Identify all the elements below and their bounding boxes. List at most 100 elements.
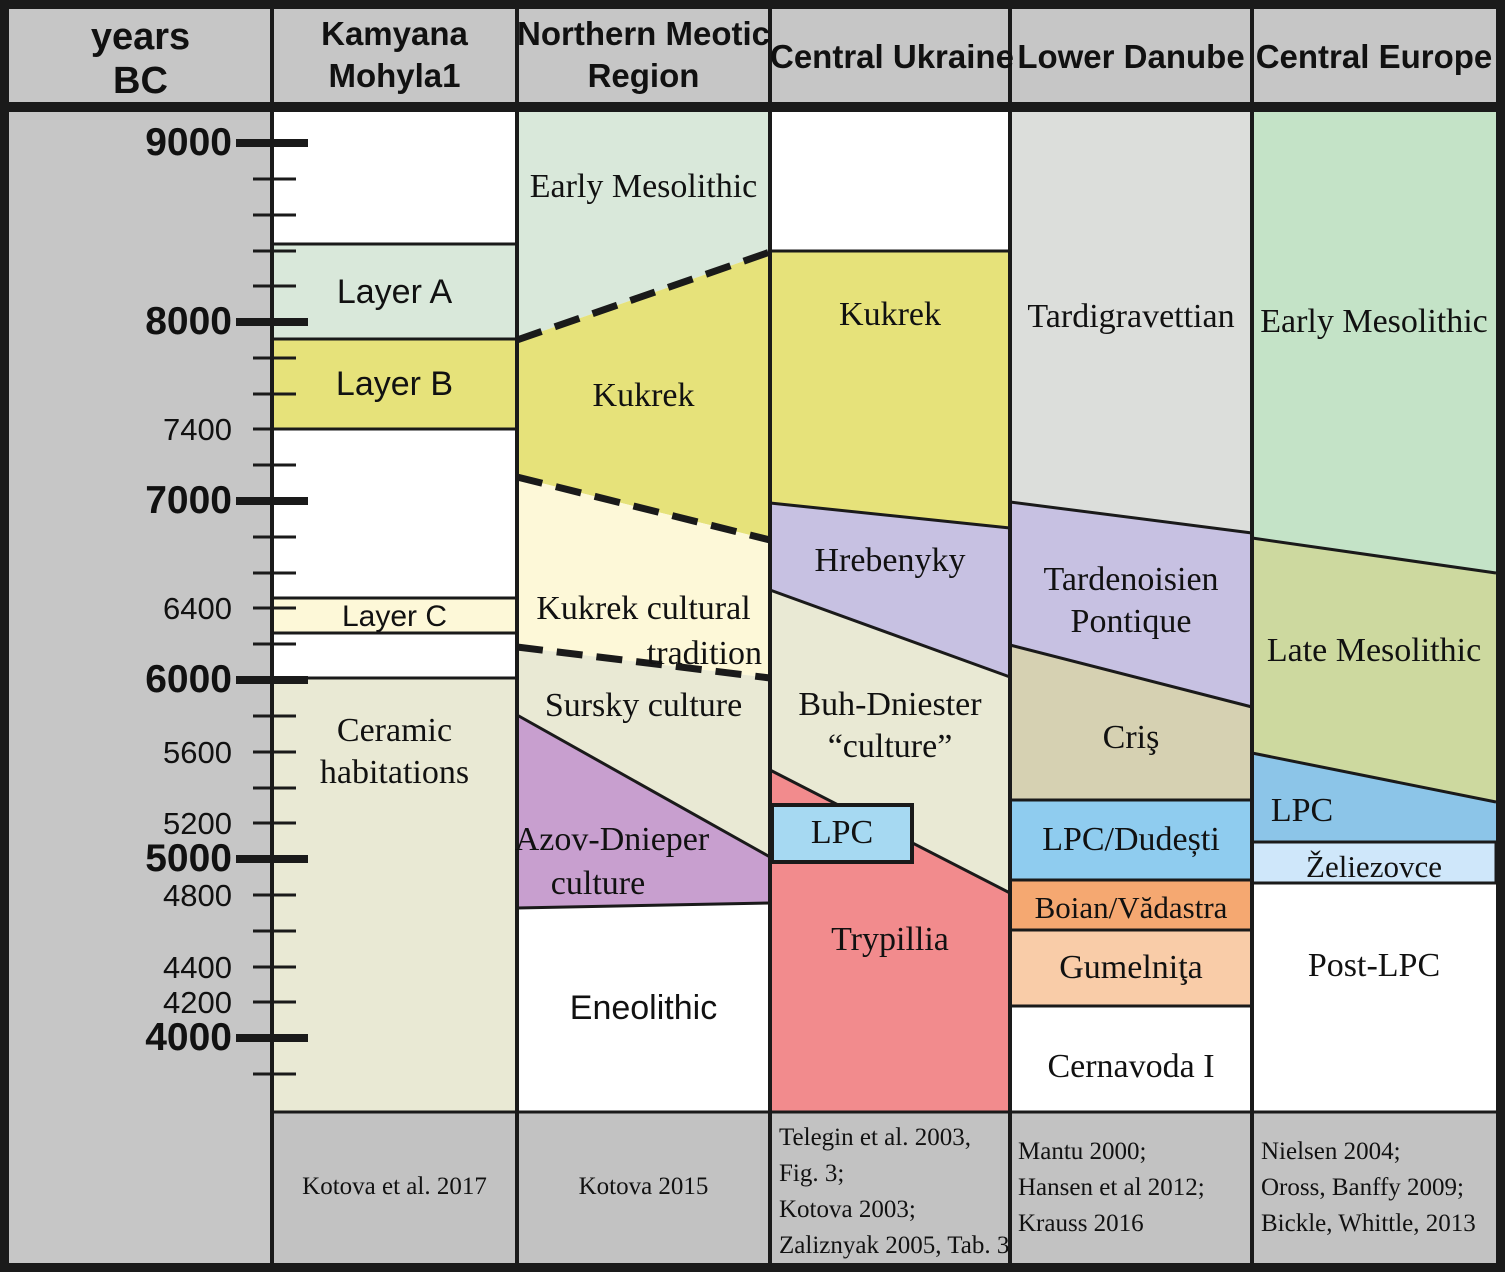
lower-danube-rects [1008,798,1254,1008]
tick-label-5000: 5000 [145,837,232,880]
block-layer-b-shape [270,337,519,431]
sursky-azov-boundary [516,713,771,859]
minor-ticks [253,177,296,1076]
header-kamyana-line2: Mohyla1 [328,57,461,94]
tick-label-4200: 4200 [163,985,232,1020]
tick-label-7400: 7400 [163,412,232,447]
block-layer-a-shape [270,242,519,341]
reference-row-background [272,1112,1496,1263]
azov-eneolithic-boundary [516,901,771,910]
kukrek-tradition-dashed-boundary [516,473,771,544]
block-tardigravettian-label: Tardigravettian [1027,298,1235,335]
northern-meotic-solid-lines [516,713,771,910]
central-ukraine-blocks [770,251,1010,1112]
block-kukrek-tradition-label-line1: Kukrek cultural [536,590,751,627]
axis-column-background [9,9,272,1263]
block-tardenoisien-label-line2: Pontique [1070,603,1192,640]
block-trypillia-label: Trypillia [831,921,949,958]
block-boian-label: Boian/Vădastra [1034,890,1228,925]
tick-label-4000: 4000 [145,1016,232,1059]
em-kukrek-dashed-boundary [515,248,772,344]
block-layer-a-label: Layer A [336,273,453,311]
central-europe-blocks [1252,112,1496,842]
hrebenyky-buh-boundary [769,588,1011,679]
block-cu-lpc-shape [770,803,914,864]
block-nm-kukrek-shape [517,252,770,540]
tardigravettian-tardenoisien-boundary [1009,500,1253,535]
dashed-boundaries [515,248,772,682]
axis-title-line1: years [90,16,191,58]
reference-lower-danube-line1: Mantu 2000; [1018,1138,1147,1165]
block-hrebenyky-shape [770,503,1010,677]
block-nm-early-mesolithic-shape [517,112,770,340]
block-tardenoisien-shape [1010,502,1252,707]
header-kamyana-line1: Kamyana [321,15,468,52]
block-kukrek-tradition-shape [517,477,770,678]
tick-label-6000: 6000 [145,658,232,701]
block-ceramic-label-line1: Ceramic [336,712,453,749]
block-gumelnita-shape [1008,928,1254,1008]
block-eneolithic-label: Eneolithic [569,989,718,1027]
kukrek-hrebenyky-boundary [769,501,1011,530]
block-kukrek-tradition-label-line2: tradition [646,635,762,672]
tick-label-5600: 5600 [163,735,232,770]
header-row-background [9,9,1496,103]
reference-central-ukraine-line3: Kotova 2003; [779,1196,916,1223]
block-azov-dnieper-shape [517,715,770,908]
reference-kamyana: Kotova et al. 2017 [302,1173,487,1200]
header-central-ukraine: Central Ukraine [770,38,1014,75]
block-late-mesolithic-shape [1252,538,1496,802]
tradition-sursky-dashed-boundary [516,643,771,682]
block-cris-shape [1010,645,1252,800]
block-ce-lpc-label: LPC [1270,792,1334,829]
axis-title-line2: BC [113,60,168,102]
block-layer-c-label: Layer C [341,600,448,633]
kamyana-blocks [270,242,519,1114]
block-zeliezovce-label: Želiezovce [1306,849,1442,884]
block-hrebenyky-label: Hrebenyky [814,542,966,579]
block-gumelnita-label: Gumelniţa [1059,949,1203,986]
block-sursky-shape [517,647,770,857]
block-layer-b-label: Layer B [335,365,454,403]
tick-label-9000: 9000 [145,121,232,164]
block-sursky-label: Sursky culture [544,687,743,724]
block-azov-dnieper-label-line1: Azov-Dnieper [514,821,710,858]
tick-label-4400: 4400 [163,950,232,985]
header-northern-meotic-line2: Region [587,57,700,94]
northern-meotic-blocks [517,112,770,908]
block-azov-dnieper-label-line2: culture [550,865,646,902]
block-cu-kukrek-label: Kukrek [839,296,941,333]
block-buh-dniester-label-line1: Buh-Dniester [798,686,982,723]
tick-label-7000: 7000 [145,479,232,522]
reference-lower-danube-line2: Hansen et al 2012; [1018,1174,1205,1201]
tick-label-5200: 5200 [163,806,232,841]
block-nm-early-mesolithic-label: Early Mesolithic [529,168,758,205]
tick-label-8000: 8000 [145,300,232,343]
block-lpc-dudesti-label: LPC/Dudești [1042,821,1220,858]
block-cris-label: Criş [1102,719,1160,756]
block-tardenoisien-label-line1: Tardenoisien [1043,561,1219,598]
block-lpc-dudesti-shape [1008,798,1254,882]
block-cu-lpc-label: LPC [810,814,874,851]
lower-danube-solid-lines [1009,500,1253,709]
header-bottom-border [9,102,1496,112]
reference-central-ukraine-line1: Telegin et al. 2003, [779,1124,971,1151]
block-buh-dniester-shape [770,590,1010,893]
lower-danube-blocks [1010,112,1252,800]
tick-label-4800: 4800 [163,878,232,913]
block-cernavoda-label: Cernavoda I [1047,1048,1215,1085]
reference-lower-danube-line3: Krauss 2016 [1018,1210,1144,1237]
reference-central-europe-line1: Nielsen 2004; [1261,1138,1401,1165]
block-ceramic-label-line2: habitations [319,754,470,791]
header-lower-danube: Lower Danube [1017,38,1245,75]
block-post-lpc-label: Post-LPC [1307,947,1441,984]
block-ceramic-habitations-shape [270,676,519,1114]
reference-central-ukraine-line4: Zaliznyak 2005, Tab. 3 [779,1232,1010,1259]
reference-northern-meotic: Kotova 2015 [578,1173,709,1200]
block-ce-lpc-shape [1252,753,1496,842]
block-late-mesolithic-label: Late Mesolithic [1266,632,1482,669]
column-separators [270,9,1254,1263]
